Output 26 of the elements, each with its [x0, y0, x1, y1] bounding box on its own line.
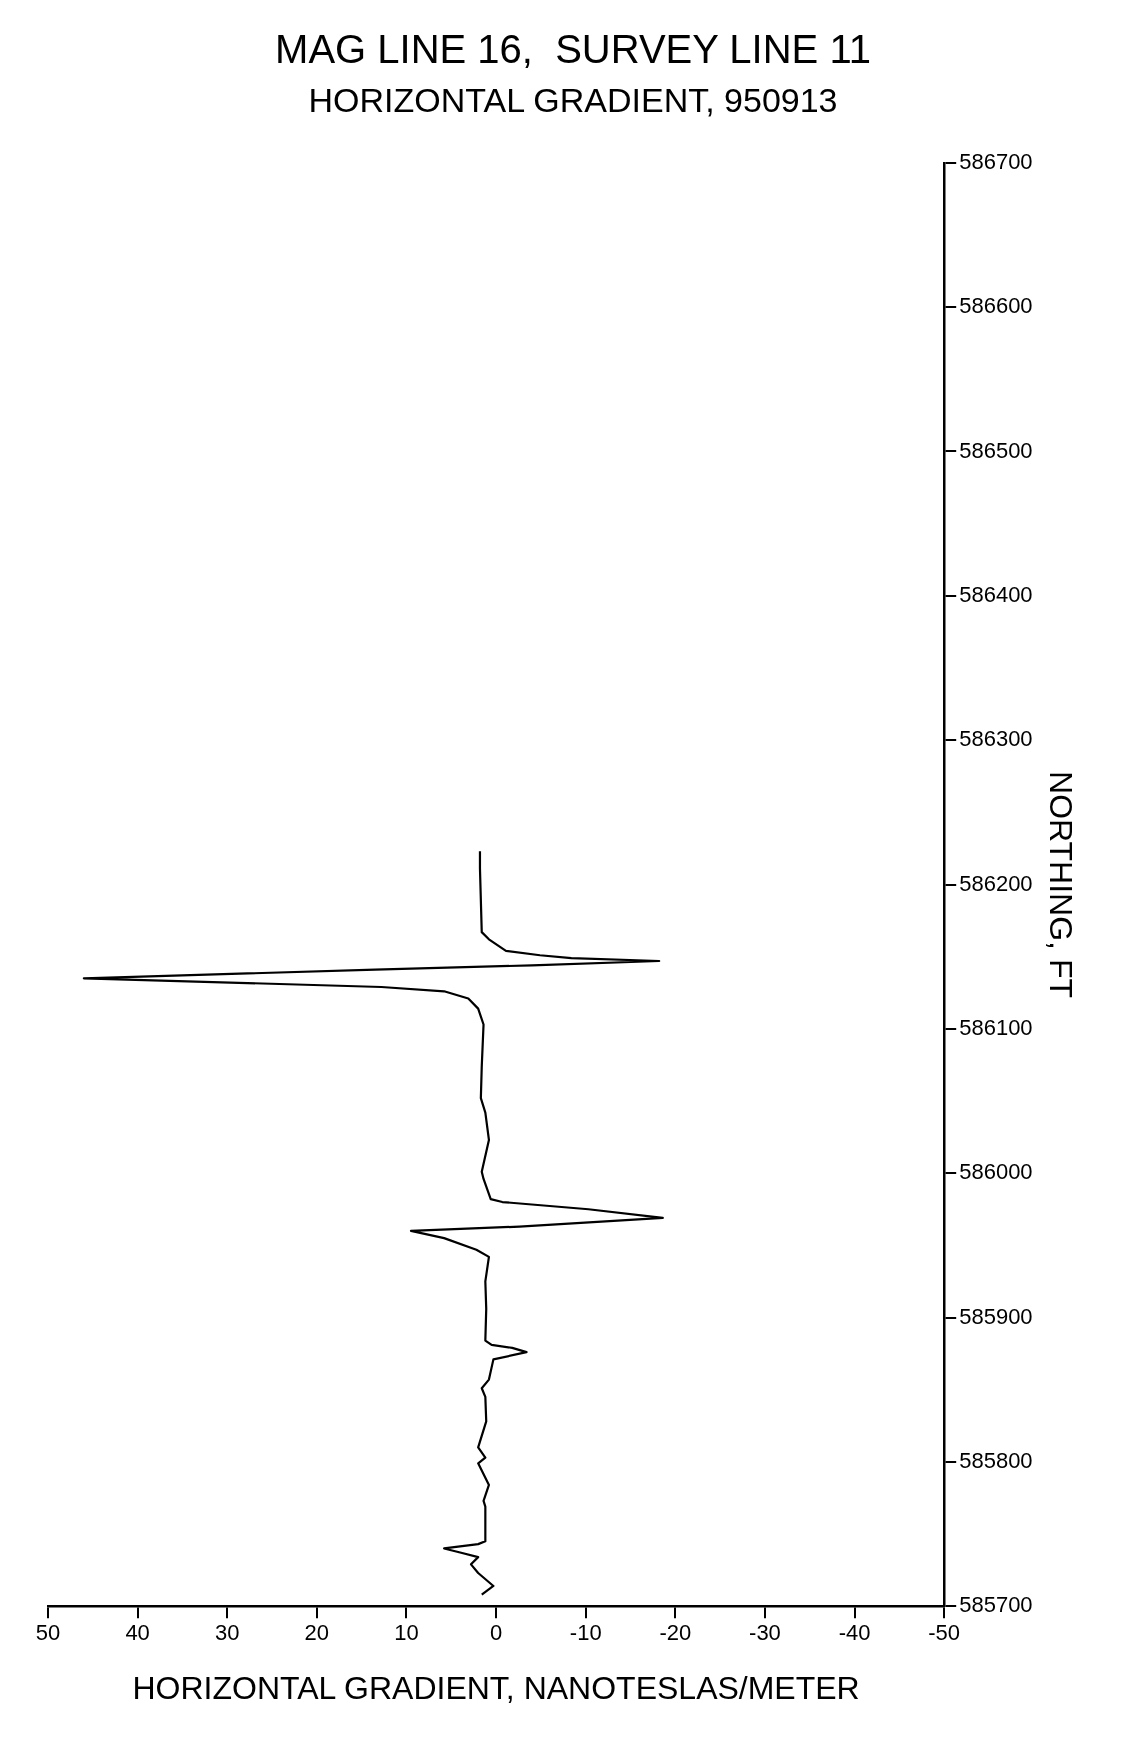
chart-title: MAG LINE 16, SURVEY LINE 11 — [275, 27, 871, 72]
x-tick-label: -30 — [749, 1620, 781, 1646]
x-tick-label: 30 — [215, 1620, 240, 1646]
x-tick-label: -50 — [928, 1620, 961, 1646]
x-axis-title: HORIZONTAL GRADIENT, NANOTESLAS/METER — [132, 1669, 860, 1706]
x-tick-label: -40 — [838, 1620, 871, 1646]
y-tick-label: 585700 — [959, 1592, 1033, 1618]
y-axis-title: NORTHING, FT — [1042, 771, 1079, 998]
y-tick-label: 586000 — [959, 1159, 1033, 1185]
x-tick-label: 50 — [35, 1620, 61, 1646]
y-tick-label: 586700 — [959, 148, 1033, 174]
y-tick-label: 586500 — [959, 437, 1033, 463]
y-tick-label: 586100 — [959, 1014, 1033, 1040]
x-tick-label: 40 — [125, 1620, 150, 1646]
y-tick-label: 586300 — [959, 726, 1033, 752]
x-tick-label: -10 — [569, 1620, 602, 1646]
x-tick-label: -20 — [659, 1620, 692, 1646]
y-tick-label: 586200 — [959, 870, 1033, 896]
x-tick-label: 10 — [394, 1620, 419, 1646]
chart-subtitle: HORIZONTAL GRADIENT, 950913 — [308, 80, 838, 119]
y-tick-label: 586600 — [959, 293, 1033, 319]
x-tick-label: 0 — [489, 1620, 503, 1646]
y-tick-label: 585900 — [959, 1303, 1033, 1329]
x-tick-label: 20 — [304, 1620, 330, 1646]
y-tick-label: 586400 — [959, 581, 1033, 607]
y-tick-label: 585800 — [959, 1447, 1033, 1473]
